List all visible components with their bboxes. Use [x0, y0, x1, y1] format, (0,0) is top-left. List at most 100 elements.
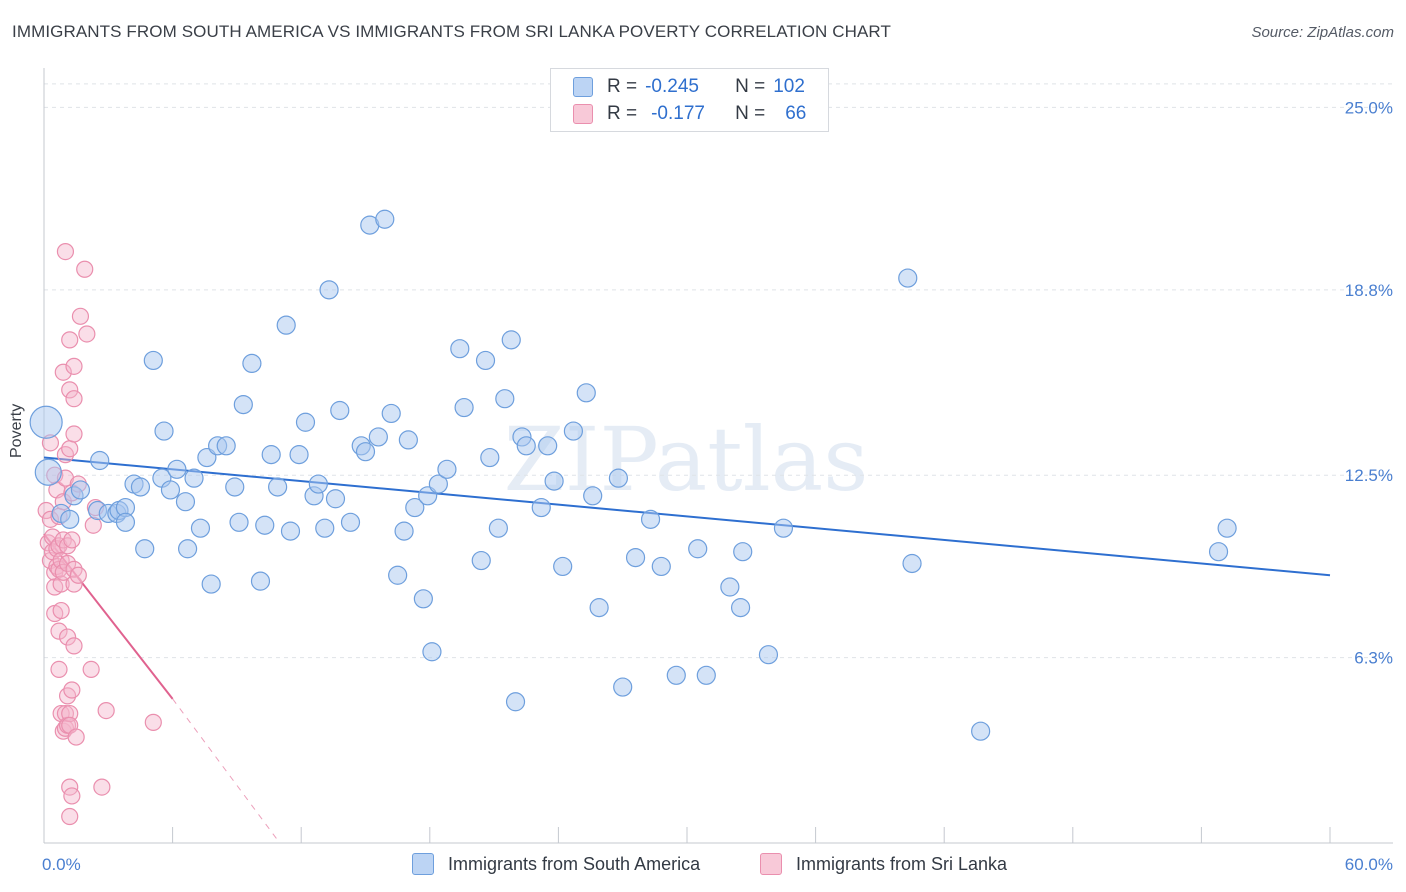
south-america-point: [178, 539, 198, 559]
chart-title: IMMIGRANTS FROM SOUTH AMERICA VS IMMIGRA…: [12, 22, 891, 41]
sri-lanka-point: [50, 660, 68, 679]
bottom-legend-label: Immigrants from South America: [448, 853, 701, 874]
south-america-point: [651, 556, 671, 577]
bottom-legend-swatch-blue: [412, 853, 434, 875]
south-america-point: [184, 468, 204, 488]
sri-lanka-point: [69, 566, 87, 584]
south-america-point: [1208, 542, 1229, 562]
legend-r-value: -0.177: [651, 103, 705, 124]
south-america-point: [60, 509, 80, 529]
sri-lanka-point: [76, 260, 94, 278]
south-america-point: [90, 450, 110, 471]
sri-lanka-point: [63, 787, 81, 805]
bottom-legend-south-america: Immigrants from South America: [412, 852, 700, 876]
sri-lanka-point: [97, 701, 115, 720]
south-america-point: [730, 598, 751, 618]
bottom-legend-swatch-pink: [760, 853, 782, 875]
south-america-point: [422, 642, 442, 662]
south-america-point: [773, 518, 794, 538]
south-america-point: [501, 330, 521, 350]
south-america-point: [70, 480, 91, 500]
south-america-point: [167, 459, 187, 479]
south-america-point: [450, 339, 470, 359]
legend: R = -0.245 N = 102 R = -0.177 N = 66: [550, 68, 829, 132]
legend-r-label: R =: [607, 103, 638, 124]
south-america-point: [576, 383, 596, 403]
south-america-point: [488, 518, 508, 538]
south-america-point: [696, 665, 716, 685]
sri-lanka-point: [65, 425, 83, 443]
south-america-point: [902, 553, 922, 574]
south-america-point: [261, 445, 281, 465]
south-america-point: [295, 412, 316, 432]
south-america-point: [308, 474, 328, 494]
south-america-point: [720, 577, 740, 597]
south-america-point: [531, 497, 551, 518]
south-america-point: [688, 539, 708, 559]
south-america-point: [280, 521, 301, 541]
y-tick-label: 25.0%: [1345, 98, 1393, 117]
x-tick-labels: 0.0% 60.0%: [42, 855, 1393, 874]
legend-n-value: 66: [785, 103, 807, 124]
south-america-point: [160, 480, 181, 500]
sri-lanka-point: [67, 728, 85, 746]
legend-r-label: R =: [607, 76, 638, 97]
south-america-point: [608, 468, 629, 488]
sri-lanka-point: [61, 331, 79, 349]
sri-lanka-point: [61, 381, 79, 399]
south-america-point: [405, 497, 425, 518]
south-america-point: [325, 489, 346, 509]
legend-row-sri-lanka: R = -0.177 N = 66: [573, 102, 806, 126]
south-america-point: [250, 571, 271, 591]
south-america-point: [216, 436, 236, 456]
sri-lanka-point: [50, 622, 68, 640]
sri-lanka-point: [63, 531, 81, 549]
sri-lanka-trend-extension: [172, 698, 281, 844]
south-america-point: [330, 400, 350, 421]
sri-lanka-point: [65, 390, 83, 408]
south-america-trend-line: [43, 456, 1331, 577]
sri-lanka-point: [61, 704, 79, 723]
south-america-point: [516, 436, 536, 456]
south-america-point: [563, 421, 584, 441]
sri-lanka-point: [82, 660, 100, 679]
sri-lanka-point: [61, 440, 79, 458]
y-tick-labels: 6.3% 12.5% 18.8% 25.0%: [1345, 98, 1393, 667]
south-america-point: [375, 209, 395, 229]
sri-lanka-point: [52, 601, 70, 620]
south-america-point: [201, 574, 221, 594]
data-points: [29, 209, 1237, 826]
sri-lanka-point: [144, 713, 162, 731]
sri-lanka-point: [65, 357, 83, 375]
legend-row-south-america: R = -0.245 N = 102: [573, 75, 805, 99]
south-america-point: [428, 474, 448, 494]
south-america-point: [225, 477, 245, 497]
south-america-point: [34, 458, 62, 486]
legend-swatch-blue: [573, 77, 593, 97]
legend-n-label: N =: [735, 76, 766, 97]
south-america-point: [229, 512, 249, 532]
south-america-point: [583, 486, 603, 506]
south-america-point: [495, 389, 515, 409]
south-america-point: [315, 518, 335, 538]
sri-lanka-point: [78, 325, 96, 343]
sri-lanka-point: [58, 554, 77, 573]
sri-lanka-point: [63, 681, 81, 699]
bottom-legend-sri-lanka: Immigrants from Sri Lanka: [760, 852, 1007, 876]
sri-lanka-point: [56, 242, 75, 261]
south-america-point: [289, 445, 309, 465]
legend-swatch-pink: [573, 104, 593, 124]
south-america-point: [758, 645, 779, 665]
south-america-point: [471, 550, 491, 571]
sri-lanka-point: [61, 807, 79, 826]
south-america-point: [553, 556, 573, 577]
south-america-point: [898, 268, 918, 288]
south-america-point: [268, 477, 288, 497]
trend-lines: [43, 456, 1331, 844]
south-america-point: [398, 430, 418, 450]
x-tick-label: 0.0%: [42, 855, 81, 874]
south-america-point: [505, 692, 526, 712]
south-america-point: [381, 403, 401, 424]
sri-lanka-point: [71, 307, 90, 325]
